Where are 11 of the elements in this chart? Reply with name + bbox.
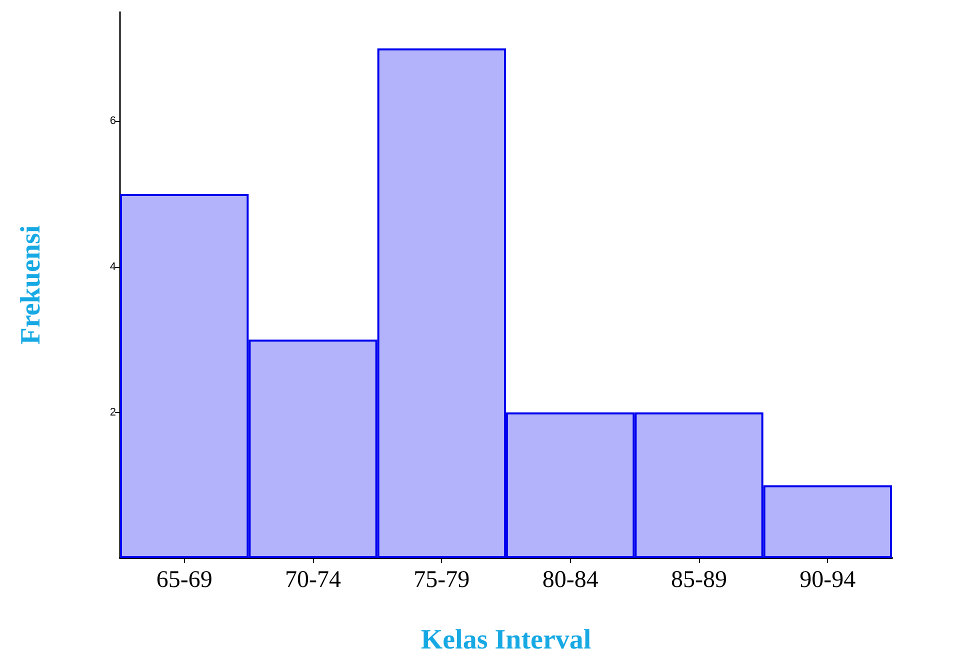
x-tick-label: 80-84 [542,567,598,593]
y-axis-title: Frekuensi [16,225,46,345]
x-axis-title: Kelas Interval [420,624,592,656]
y-tick-label: 2 [110,406,116,418]
y-tick-label: 4 [110,260,116,273]
x-tick-label: 85-89 [671,567,727,593]
x-tick-label: 65-69 [156,567,212,593]
x-tick-label: 90-94 [800,567,856,593]
x-tick-label: 70-74 [285,567,341,593]
y-tick-label: 6 [110,115,116,128]
x-tick-label: 75-79 [414,567,470,593]
